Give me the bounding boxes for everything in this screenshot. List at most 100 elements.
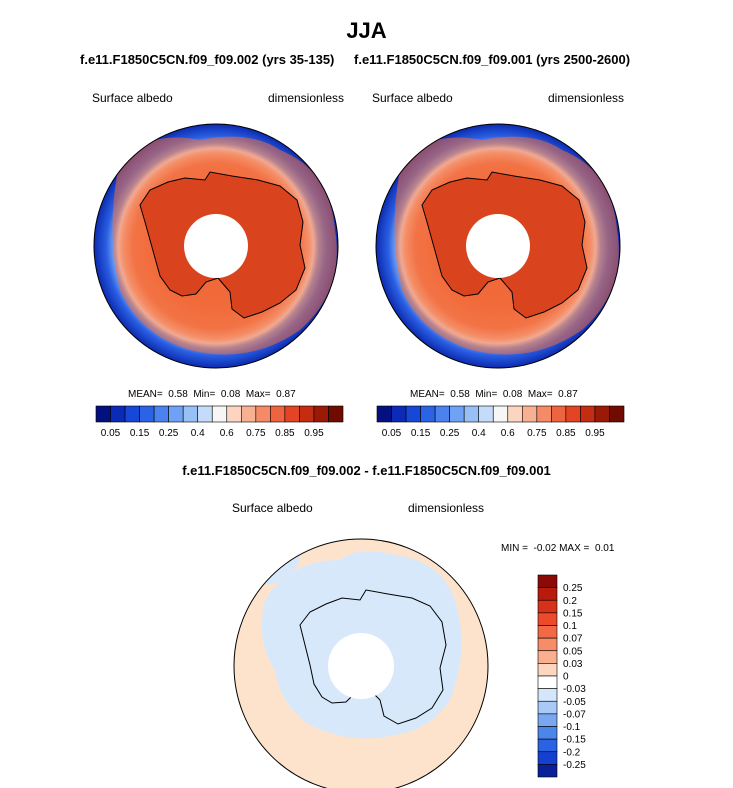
- panel1-colorbar-box: [270, 405, 286, 423]
- panel3-map-border: [233, 538, 489, 788]
- panel3-colorbar-box: [537, 650, 558, 664]
- panel3-title: f.e11.F1850C5CN.f09_f09.002 - f.e11.F185…: [182, 463, 551, 478]
- panel2-colorbar-tick-label: 0.85: [556, 428, 576, 439]
- panel3-colorbar-tick-label: 0.07: [563, 634, 583, 645]
- panel3-colorbar-tick-label: 0.05: [563, 646, 583, 657]
- panel1-colorbar-tick-label: 0.4: [191, 428, 205, 439]
- panel2-min-label: Min=: [475, 389, 498, 400]
- panel1-colorbar-box: [240, 405, 257, 423]
- panel1-max: 0.87: [276, 389, 296, 400]
- panel1-colorbar-tick-label: 0.85: [275, 428, 295, 439]
- panel3-colorbar-box: [537, 612, 558, 626]
- panel1-colorbar-tick-label: 0.25: [159, 428, 179, 439]
- panel2-colorbar-box: [594, 405, 610, 423]
- panel2-colorbar-box: [565, 405, 581, 423]
- panel3-missing-pole: [328, 633, 394, 699]
- panel2-right-label: dimensionless: [548, 91, 625, 105]
- panel3-colorbar-tick-label: -0.1: [563, 722, 581, 733]
- panel3-colorbar-box: [537, 764, 558, 778]
- panel2-colorbar-box: [536, 405, 552, 423]
- panel1-missing-pole: [184, 214, 248, 278]
- panel3-colorbar-tick-label: -0.05: [563, 697, 586, 708]
- panel1-colorbar-box: [211, 405, 228, 423]
- panel1-colorbar-box: [139, 405, 155, 423]
- panel3-colorbar-box: [537, 663, 558, 677]
- panel1-colorbar-box: [168, 405, 184, 423]
- panel3-colorbar-box: [537, 637, 558, 652]
- panel2-colorbar-box: [434, 405, 450, 423]
- panel1-mean-label: MEAN=: [128, 389, 163, 400]
- panel3-colorbar-box: [537, 688, 558, 702]
- panel1-colorbar-box: [299, 405, 315, 423]
- panel3-colorbar-box: [537, 587, 558, 601]
- panel1-map-border: [93, 123, 339, 369]
- panel1-max-label: Max=: [245, 389, 271, 400]
- panel2-max-label: Max=: [527, 389, 553, 400]
- panel3-max-label: MAX =: [559, 543, 590, 554]
- panel2-colorbar-tick-label: 0.75: [527, 428, 547, 439]
- panel1-right-label: dimensionless: [268, 91, 345, 105]
- panel2-colorbar-box: [507, 405, 523, 423]
- panel1-colorbar-box: [313, 405, 329, 423]
- panel2-colorbar-tick-label: 0.05: [382, 428, 402, 439]
- panel1-left-label: Surface albedo: [92, 91, 173, 105]
- panel1-colorbar: 0.05 0.15 0.25 0.4 0.6 0.75 0.85 0.95: [95, 405, 344, 439]
- panel3-colorbar-tick-label: 0.2: [563, 596, 577, 607]
- panel1-title: f.e11.F1850C5CN.f09_f09.002 (yrs 35-135): [80, 52, 335, 67]
- panel2-colorbar-box: [449, 405, 465, 423]
- panel2-left-label: Surface albedo: [372, 91, 453, 105]
- panel2-missing-pole: [466, 214, 530, 278]
- panel2-colorbar-tick-label: 0.95: [585, 428, 605, 439]
- panel1-colorbar-box: [255, 405, 271, 423]
- panel2-mean: 0.58: [450, 389, 470, 400]
- panel2-colorbar-box: [521, 405, 538, 423]
- panel3-antarctica: [299, 589, 447, 725]
- panel3-colorbar-box: [537, 700, 558, 715]
- panel1-min-label: Min=: [193, 389, 216, 400]
- panel3-colorbar-tick-label: -0.07: [563, 709, 586, 720]
- panel3-colorbar-box: [537, 713, 558, 727]
- panel3-min: -0.02: [533, 543, 557, 554]
- panel2-colorbar-tick-label: 0.4: [472, 428, 486, 439]
- panel2-title: f.e11.F1850C5CN.f09_f09.001 (yrs 2500-26…: [354, 52, 631, 67]
- panel2-colorbar-box: [492, 405, 509, 423]
- panel2-colorbar-tick-label: 0.15: [411, 428, 431, 439]
- panel3-min-label: MIN =: [501, 543, 528, 554]
- panel2-colorbar-box: [580, 405, 596, 423]
- panel3-colorbar-box: [537, 675, 558, 689]
- panel3-colorbar-box: [537, 574, 558, 588]
- panel2-map-border: [375, 123, 621, 369]
- panel3-colorbar-tick-label: -0.15: [563, 735, 586, 746]
- panel2-colorbar-box: [405, 405, 421, 423]
- panel2-map: [375, 123, 621, 369]
- panel1-colorbar-tick-label: 0.6: [220, 428, 234, 439]
- panel2-colorbar-box: [609, 405, 625, 423]
- panel3-colorbar-box: [537, 751, 558, 765]
- panel2-colorbar-box: [478, 405, 494, 423]
- panel1-colorbar-tick-label: 0.15: [130, 428, 150, 439]
- panel1-colorbar-box: [153, 405, 169, 423]
- panel3-colorbar-tick-label: -0.25: [563, 760, 586, 771]
- panel2-colorbar-box: [420, 405, 436, 423]
- panel3-colorbar-tick-label: 0: [563, 672, 569, 683]
- panel3-left-label: Surface albedo: [232, 501, 313, 515]
- panel3-colorbar-tick-label: 0.1: [563, 621, 577, 632]
- panel2-max: 0.87: [558, 389, 578, 400]
- panel3-colorbar-tick-label: -0.2: [563, 747, 581, 758]
- panel1-colorbar-tick-label: 0.95: [304, 428, 324, 439]
- panel1-mean: 0.58: [168, 389, 188, 400]
- panel1-colorbar-tick-label: 0.75: [246, 428, 266, 439]
- panel2-colorbar-tick-label: 0.25: [440, 428, 460, 439]
- panel2-stats: MEAN= 0.58 Min= 0.08 Max= 0.87: [410, 389, 578, 400]
- panel3-colorbar-box: [537, 738, 558, 753]
- panel3-colorbar-tick-label: 0.03: [563, 659, 583, 670]
- panel1-stats: MEAN= 0.58 Min= 0.08 Max= 0.87: [128, 389, 296, 400]
- panel1-colorbar-box: [95, 405, 111, 423]
- panel2-colorbar-box: [551, 405, 567, 423]
- panel1-colorbar-box: [182, 405, 199, 423]
- panel3-right-label: dimensionless: [408, 501, 485, 515]
- panel3-colorbar: 0.250.20.150.10.070.050.030-0.03-0.05-0.…: [537, 574, 586, 778]
- panel1-min: 0.08: [220, 389, 241, 400]
- panel2-colorbar: 0.05 0.15 0.25 0.4 0.6 0.75 0.85 0.95: [376, 405, 625, 439]
